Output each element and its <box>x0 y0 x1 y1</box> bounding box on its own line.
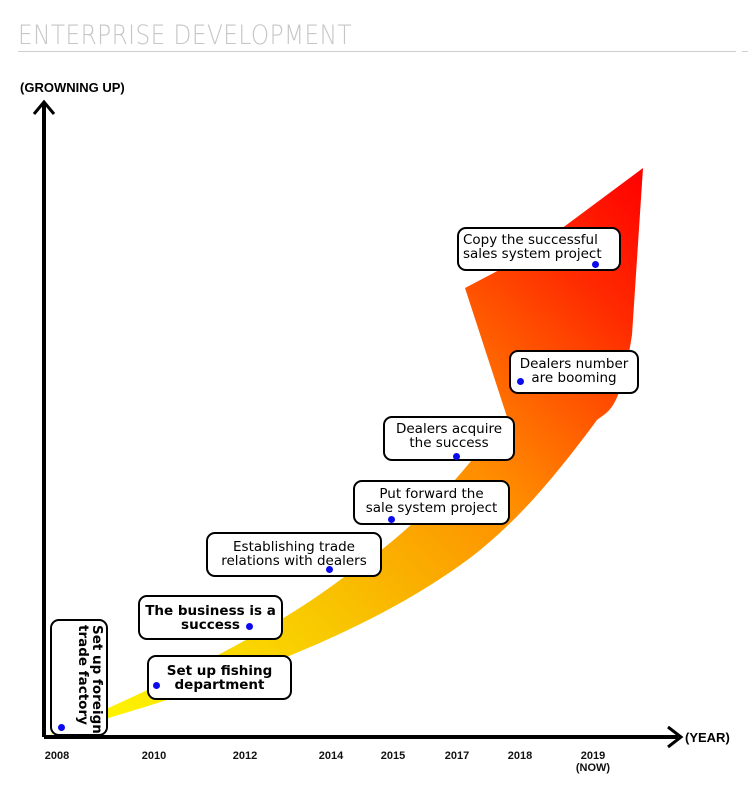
milestone-callout: The business is a success <box>138 595 283 640</box>
milestone-text: Set up foreign trade factory <box>75 625 105 734</box>
year-value: 2019 <box>580 750 606 762</box>
milestone-callout: Set up fishing department <box>147 655 292 700</box>
milestone-callout: Dealers acquire the success <box>383 416 515 461</box>
milestone-dot <box>453 453 460 460</box>
milestone-callout: Dealers number are booming <box>509 350 639 394</box>
milestone-text: The business is a success <box>145 603 276 633</box>
milestone-callout: Copy the successful sales system project <box>457 227 621 271</box>
year-label: 2014 <box>318 750 344 762</box>
year-label-now: 2019 (NOW) <box>576 750 610 774</box>
growth-arrow <box>48 168 643 735</box>
x-axis-arrowhead <box>667 725 684 749</box>
year-label: 2015 <box>380 750 406 762</box>
milestone-text: Copy the successful sales system project <box>463 232 602 262</box>
title-divider <box>18 51 736 52</box>
year-label: 2017 <box>444 750 470 762</box>
milestone-dot <box>326 566 333 573</box>
milestone-text: Put forward the sale system project <box>365 486 498 516</box>
x-axis-label: (YEAR) <box>685 730 730 745</box>
year-label: 2008 <box>44 750 70 762</box>
page-title: ENTERPRISE DEVELOPMENT <box>18 20 353 51</box>
milestone-callout: Put forward the sale system project <box>353 480 510 525</box>
milestone-dot <box>153 682 160 689</box>
year-now-note: (NOW) <box>575 762 611 774</box>
milestone-callout: Establishing trade relations with dealer… <box>206 532 382 577</box>
milestone-dot <box>592 261 599 268</box>
milestone-callout: Set up foreign trade factory <box>50 619 108 736</box>
title-divider-tail <box>742 51 748 52</box>
year-label: 2010 <box>141 750 167 762</box>
milestone-dot <box>246 623 253 630</box>
milestone-text: Dealers number are booming <box>519 356 629 386</box>
year-label: 2012 <box>232 750 258 762</box>
milestone-dot <box>517 378 524 385</box>
milestone-dot <box>388 516 395 523</box>
milestone-text: Dealers acquire the success <box>395 421 503 451</box>
y-axis-label: (GROWNING UP) <box>20 80 125 95</box>
year-label: 2018 <box>507 750 533 762</box>
milestone-dot <box>58 724 65 731</box>
milestone-text: Establishing trade relations with dealer… <box>221 539 367 569</box>
y-axis-arrowhead <box>32 99 56 115</box>
milestone-text: Set up fishing department <box>166 663 273 693</box>
